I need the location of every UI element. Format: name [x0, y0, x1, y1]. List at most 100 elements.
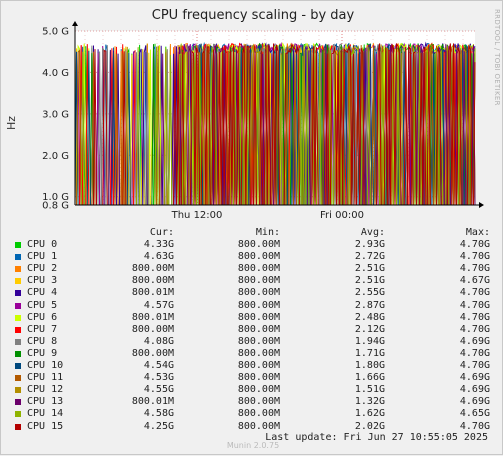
x-tick-label: Fri 00:00 — [320, 210, 364, 221]
y-tick-label: 0.8 G — [42, 201, 69, 212]
legend-swatch — [15, 411, 21, 418]
legend-row: CPU 8 4.08G 800.00M 1.94G 4.69G — [1, 336, 503, 348]
legend-table: Cur: Min: Avg: Max: CPU 0 4.33G 800.00M 2.9… — [1, 227, 503, 433]
y-tick-label: 5.0 G — [42, 27, 69, 38]
legend-cur-value: 800.00M — [131, 323, 174, 335]
legend-swatch — [15, 290, 21, 297]
legend-swatch — [15, 350, 21, 357]
legend-min-value: 800.00M — [237, 335, 280, 347]
legend-rows: CPU 0 4.33G 800.00M 2.93G 4.70G CPU 1 4.63G 800… — [1, 239, 503, 433]
legend-cur-value: 800.01M — [131, 396, 174, 408]
legend-min-value: 800.00M — [237, 396, 280, 408]
legend-min-value: 800.00M — [237, 372, 280, 384]
legend-row: CPU 13 800.01M 800.00M 1.32G 4.69G — [1, 396, 503, 408]
legend-series-name: CPU 11 — [27, 372, 64, 384]
legend-row: CPU 0 4.33G 800.00M 2.93G 4.70G — [1, 239, 503, 251]
legend-series-name: CPU 9 — [27, 347, 58, 359]
legend-cur-value: 800.00M — [131, 347, 174, 359]
legend-row: CPU 7 800.00M 800.00M 2.12G 4.70G — [1, 324, 503, 336]
legend-max-value: 4.70G — [459, 360, 490, 372]
legend-series-name: CPU 15 — [27, 420, 64, 432]
legend-swatch — [15, 363, 21, 370]
legend-row: CPU 11 4.53G 800.00M 1.66G 4.69G — [1, 372, 503, 384]
legend-avg-value: 2.93G — [354, 239, 385, 251]
legend-min-value: 800.00M — [237, 275, 280, 287]
legend-avg-value: 1.94G — [354, 335, 385, 347]
legend-max-value: 4.67G — [459, 275, 490, 287]
legend-swatch — [15, 423, 21, 430]
legend-avg-value: 1.62G — [354, 408, 385, 420]
y-tick-label: 1.0 G — [42, 192, 69, 203]
legend-max-value: 4.70G — [459, 263, 490, 275]
legend-min-value: 800.00M — [237, 263, 280, 275]
legend-series-name: CPU 6 — [27, 311, 58, 323]
legend-min-value: 800.00M — [237, 384, 280, 396]
y-tick-label: 3.0 G — [42, 109, 69, 120]
legend-max-value: 4.65G — [459, 408, 490, 420]
legend-row: CPU 10 4.54G 800.00M 1.80G 4.70G — [1, 360, 503, 372]
legend-cur-value: 4.63G — [143, 251, 174, 263]
legend-row: CPU 5 4.57G 800.00M 2.87G 4.70G — [1, 300, 503, 312]
legend-swatch — [15, 375, 21, 382]
column-max: Max: — [465, 227, 490, 238]
legend-row: CPU 15 4.25G 800.00M 2.02G 4.70G — [1, 421, 503, 433]
legend-cur-value: 800.00M — [131, 275, 174, 287]
legend-row: CPU 9 800.00M 800.00M 1.71G 4.70G — [1, 348, 503, 360]
legend-max-value: 4.70G — [459, 287, 490, 299]
legend-series-name: CPU 10 — [27, 360, 64, 372]
y-tick-label: 2.0 G — [42, 151, 69, 162]
legend-swatch — [15, 242, 21, 249]
legend-series-name: CPU 4 — [27, 287, 58, 299]
legend-series-name: CPU 1 — [27, 251, 58, 263]
legend-swatch — [15, 278, 21, 285]
legend-min-value: 800.00M — [237, 287, 280, 299]
legend-avg-value: 2.72G — [354, 251, 385, 263]
legend-row: CPU 6 800.01M 800.00M 2.48G 4.70G — [1, 312, 503, 324]
x-tick-label: Thu 12:00 — [171, 210, 223, 221]
legend-cur-value: 4.55G — [143, 384, 174, 396]
last-update: Last update: Fri Jun 27 10:55:05 2025 — [265, 432, 488, 443]
legend-series-name: CPU 8 — [27, 335, 58, 347]
legend-max-value: 4.70G — [459, 420, 490, 432]
munin-watermark: Munin 2.0.75 — [227, 441, 279, 450]
column-min: Min: — [255, 227, 280, 238]
legend-max-value: 4.70G — [459, 311, 490, 323]
legend-swatch — [15, 399, 21, 406]
legend-max-value: 4.70G — [459, 347, 490, 359]
legend-max-value: 4.69G — [459, 396, 490, 408]
legend-cur-value: 4.58G — [143, 408, 174, 420]
legend-series-name: CPU 0 — [27, 239, 58, 251]
legend-header: Cur: Min: Avg: Max: — [1, 227, 503, 239]
legend-cur-value: 4.53G — [143, 372, 174, 384]
legend-avg-value: 2.02G — [354, 420, 385, 432]
legend-avg-value: 1.80G — [354, 360, 385, 372]
legend-max-value: 4.70G — [459, 239, 490, 251]
legend-avg-value: 1.32G — [354, 396, 385, 408]
legend-swatch — [15, 326, 21, 333]
rrdtool-credit: RRDTOOL / TOBI OETIKER — [493, 9, 501, 106]
legend-row: CPU 1 4.63G 800.00M 2.72G 4.70G — [1, 251, 503, 263]
y-axis-arrow — [72, 21, 78, 26]
legend-series-name: CPU 7 — [27, 323, 58, 335]
legend-min-value: 800.00M — [237, 251, 280, 263]
legend-avg-value: 1.51G — [354, 384, 385, 396]
legend-row: CPU 4 800.01M 800.00M 2.55G 4.70G — [1, 287, 503, 299]
legend-avg-value: 2.55G — [354, 287, 385, 299]
legend-max-value: 4.69G — [459, 335, 490, 347]
y-tick-label: 4.0 G — [42, 68, 69, 79]
legend-avg-value: 1.71G — [354, 347, 385, 359]
legend-min-value: 800.00M — [237, 360, 280, 372]
legend-cur-value: 4.25G — [143, 420, 174, 432]
legend-cur-value: 4.08G — [143, 335, 174, 347]
legend-min-value: 800.00M — [237, 420, 280, 432]
legend-swatch — [15, 266, 21, 273]
legend-avg-value: 2.87G — [354, 299, 385, 311]
legend-swatch — [15, 254, 21, 261]
legend-swatch — [15, 387, 21, 394]
legend-series-name: CPU 5 — [27, 299, 58, 311]
legend-min-value: 800.00M — [237, 347, 280, 359]
legend-max-value: 4.69G — [459, 384, 490, 396]
legend-cur-value: 4.33G — [143, 239, 174, 251]
legend-avg-value: 2.12G — [354, 323, 385, 335]
